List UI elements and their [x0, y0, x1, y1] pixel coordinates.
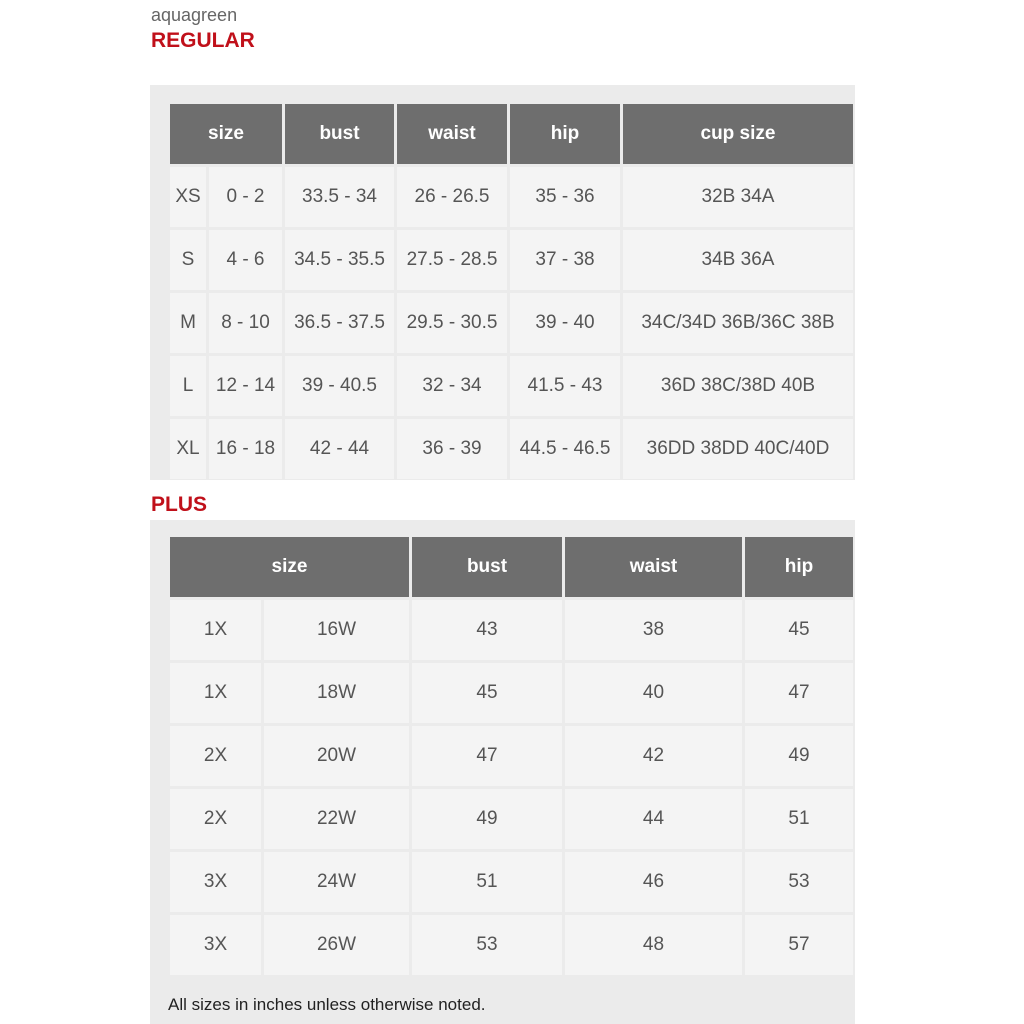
cell-bust: 33.5 - 34 — [285, 167, 394, 227]
plus-panel: size bust waist hip 1X 16W 43 38 45 1X 18W 45 40… — [150, 520, 855, 1024]
cell-size-w: 22W — [264, 789, 409, 849]
regular-panel: size bust waist hip cup size XS 0 - 2 33.5… — [150, 85, 855, 480]
header-row: size bust waist hip — [170, 537, 853, 597]
cell-size-w: 18W — [264, 663, 409, 723]
cell-size-number: 0 - 2 — [209, 167, 282, 227]
cell-size-number: 12 - 14 — [209, 356, 282, 416]
cell-hip: 57 — [745, 915, 853, 975]
cell-size: 1X — [170, 663, 261, 723]
cell-size-number: 8 - 10 — [209, 293, 282, 353]
header-size: size — [170, 104, 282, 164]
header-bust: bust — [412, 537, 562, 597]
cell-size: L — [170, 356, 206, 416]
cell-bust: 49 — [412, 789, 562, 849]
cell-waist: 36 - 39 — [397, 419, 507, 479]
cell-bust: 36.5 - 37.5 — [285, 293, 394, 353]
cell-hip: 37 - 38 — [510, 230, 620, 290]
header-waist: waist — [397, 104, 507, 164]
cell-waist: 27.5 - 28.5 — [397, 230, 507, 290]
cell-bust: 47 — [412, 726, 562, 786]
cell-hip: 39 - 40 — [510, 293, 620, 353]
table-row: 1X 18W 45 40 47 — [170, 663, 853, 723]
plus-title: PLUS — [151, 493, 208, 516]
units-note: All sizes in inches unless otherwise not… — [168, 995, 486, 1014]
table-row: L 12 - 14 39 - 40.5 32 - 34 41.5 - 43 36D 38C… — [170, 356, 853, 416]
cell-size: 2X — [170, 789, 261, 849]
table-row: 1X 16W 43 38 45 — [170, 600, 853, 660]
cell-waist: 48 — [565, 915, 742, 975]
cell-bust: 42 - 44 — [285, 419, 394, 479]
cell-hip: 53 — [745, 852, 853, 912]
table-row: 3X 24W 51 46 53 — [170, 852, 853, 912]
table-row: XS 0 - 2 33.5 - 34 26 - 26.5 35 - 36 32B 34A — [170, 167, 853, 227]
cell-size-w: 16W — [264, 600, 409, 660]
table-row: XL 16 - 18 42 - 44 36 - 39 44.5 - 46.5 36DD 3… — [170, 419, 853, 479]
cell-size-number: 16 - 18 — [209, 419, 282, 479]
cell-cup-size: 32B 34A — [623, 167, 853, 227]
cell-waist: 42 — [565, 726, 742, 786]
header-size: size — [170, 537, 409, 597]
cell-size: 1X — [170, 600, 261, 660]
header-cup-size: cup size — [623, 104, 853, 164]
plus-size-table: size bust waist hip 1X 16W 43 38 45 1X 18W 45 40… — [167, 534, 856, 978]
regular-title: REGULAR — [151, 29, 255, 52]
table-row: 2X 20W 47 42 49 — [170, 726, 853, 786]
cell-bust: 53 — [412, 915, 562, 975]
cell-waist: 44 — [565, 789, 742, 849]
cell-bust: 34.5 - 35.5 — [285, 230, 394, 290]
cell-cup-size: 36DD 38DD 40C/40D — [623, 419, 853, 479]
cell-bust: 51 — [412, 852, 562, 912]
cell-waist: 38 — [565, 600, 742, 660]
cell-waist: 46 — [565, 852, 742, 912]
brand-name: aquagreen — [151, 5, 238, 25]
cell-bust: 45 — [412, 663, 562, 723]
cell-size: 2X — [170, 726, 261, 786]
cell-waist: 40 — [565, 663, 742, 723]
cell-size: XS — [170, 167, 206, 227]
cell-hip: 35 - 36 — [510, 167, 620, 227]
cell-size-w: 24W — [264, 852, 409, 912]
cell-waist: 29.5 - 30.5 — [397, 293, 507, 353]
cell-size: 3X — [170, 852, 261, 912]
header-row: size bust waist hip cup size — [170, 104, 853, 164]
cell-size: S — [170, 230, 206, 290]
cell-cup-size: 34C/34D 36B/36C 38B — [623, 293, 853, 353]
header-bust: bust — [285, 104, 394, 164]
cell-waist: 32 - 34 — [397, 356, 507, 416]
cell-size-number: 4 - 6 — [209, 230, 282, 290]
cell-size: XL — [170, 419, 206, 479]
header-waist: waist — [565, 537, 742, 597]
regular-size-table: size bust waist hip cup size XS 0 - 2 33.5… — [167, 101, 856, 482]
cell-hip: 41.5 - 43 — [510, 356, 620, 416]
cell-size-w: 20W — [264, 726, 409, 786]
cell-cup-size: 34B 36A — [623, 230, 853, 290]
table-row: 2X 22W 49 44 51 — [170, 789, 853, 849]
cell-hip: 51 — [745, 789, 853, 849]
cell-cup-size: 36D 38C/38D 40B — [623, 356, 853, 416]
cell-hip: 44.5 - 46.5 — [510, 419, 620, 479]
table-row: 3X 26W 53 48 57 — [170, 915, 853, 975]
cell-hip: 49 — [745, 726, 853, 786]
cell-bust: 39 - 40.5 — [285, 356, 394, 416]
cell-hip: 47 — [745, 663, 853, 723]
cell-size: M — [170, 293, 206, 353]
cell-size-w: 26W — [264, 915, 409, 975]
header-hip: hip — [510, 104, 620, 164]
cell-hip: 45 — [745, 600, 853, 660]
header-hip: hip — [745, 537, 853, 597]
cell-waist: 26 - 26.5 — [397, 167, 507, 227]
cell-bust: 43 — [412, 600, 562, 660]
cell-size: 3X — [170, 915, 261, 975]
